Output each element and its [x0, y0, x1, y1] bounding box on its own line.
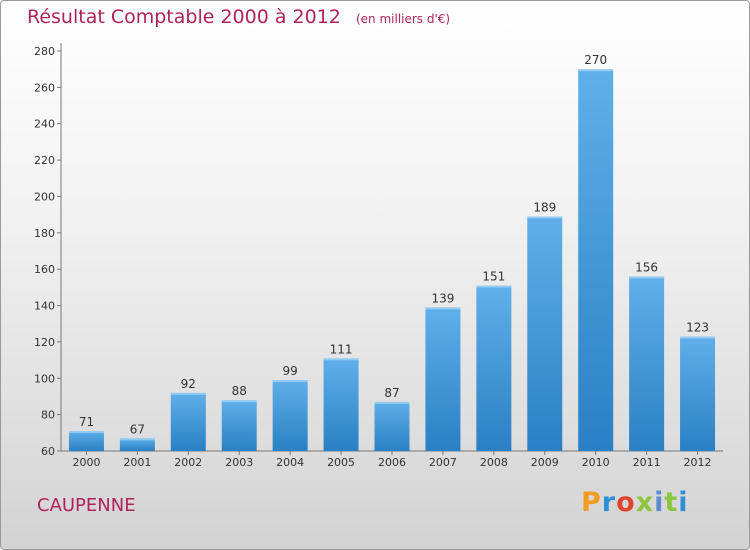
bar	[680, 336, 716, 451]
data-label: 92	[181, 377, 196, 391]
y-tick-label: 160	[34, 263, 55, 276]
x-tick-label: 2003	[225, 456, 253, 469]
y-tick-label: 200	[34, 190, 55, 203]
x-tick-label: 2011	[633, 456, 661, 469]
bar-highlight	[221, 400, 257, 403]
y-tick-label: 260	[34, 81, 55, 94]
x-tick-label: 2001	[123, 456, 151, 469]
brand-logo-letter: P	[581, 487, 602, 518]
brand-logo[interactable]: Proxiti	[581, 487, 689, 518]
brand-logo-letter: x	[635, 487, 655, 518]
data-label: 99	[283, 364, 298, 378]
bar-highlight	[527, 216, 563, 219]
data-label: 71	[79, 415, 94, 429]
chart-subtitle: (en milliers d'€)	[355, 12, 451, 26]
bar-highlight	[68, 431, 104, 433]
bar	[272, 380, 308, 451]
bar-highlight	[272, 380, 308, 383]
y-tick-label: 180	[34, 227, 55, 240]
x-tick-label: 2005	[327, 456, 355, 469]
commune-name: CAUPENNE	[37, 495, 136, 516]
bar	[527, 216, 563, 451]
data-label: 189	[533, 200, 556, 214]
bars: 71 67 92 88 99 111 87 139 151 189 270 156 123	[68, 53, 716, 451]
bar-highlight	[425, 307, 461, 310]
x-tick-label: 2000	[72, 456, 100, 469]
bar	[629, 276, 665, 451]
title-row: Résultat Comptable 2000 à 2012 (en milli…	[27, 6, 450, 28]
data-label: 151	[482, 270, 505, 284]
y-tick-label: 140	[34, 300, 55, 313]
bar	[578, 69, 614, 451]
chart-title: Résultat Comptable 2000 à 2012	[27, 6, 341, 28]
x-tick-label: 2004	[276, 456, 304, 469]
x-tick-label: 2002	[174, 456, 202, 469]
x-tick-label: 2006	[378, 456, 406, 469]
x-tick-label: 2007	[429, 456, 457, 469]
bar	[68, 431, 104, 451]
data-label: 67	[130, 422, 145, 436]
bar	[425, 307, 461, 451]
x-tick-label: 2012	[684, 456, 712, 469]
x-tick-label: 2008	[480, 456, 508, 469]
bar-highlight	[374, 401, 410, 404]
bar	[476, 285, 512, 451]
bar-highlight	[629, 276, 665, 279]
y-tick-label: 120	[34, 336, 55, 349]
brand-logo-letter: i	[654, 487, 665, 518]
data-label: 156	[635, 260, 658, 274]
bar	[119, 438, 155, 451]
x-tick-label: 2009	[531, 456, 559, 469]
brand-logo-letter: t	[664, 487, 679, 518]
bar	[323, 358, 359, 451]
bar-highlight	[119, 438, 155, 441]
data-label: 111	[330, 342, 353, 356]
bar-highlight	[578, 69, 614, 72]
data-label: 87	[384, 386, 399, 400]
bar	[170, 392, 206, 451]
bar-highlight	[323, 358, 359, 361]
bar-highlight	[476, 285, 512, 288]
y-tick-label: 80	[41, 409, 55, 422]
y-tick-label: 240	[34, 118, 55, 131]
y-tick-label: 280	[34, 45, 55, 58]
brand-logo-letter: i	[678, 487, 689, 518]
data-label: 139	[431, 291, 454, 305]
bar	[374, 401, 410, 451]
bar-highlight	[170, 392, 206, 395]
data-label: 123	[686, 320, 709, 334]
data-label: 270	[584, 53, 607, 67]
x-tick-label: 2010	[582, 456, 610, 469]
y-tick-label: 60	[41, 445, 55, 458]
brand-logo-letter: r	[601, 487, 617, 518]
brand-logo-letter: o	[616, 487, 636, 518]
data-label: 88	[232, 384, 247, 398]
bar	[221, 400, 257, 451]
bar-highlight	[680, 336, 716, 339]
y-tick-label: 100	[34, 372, 55, 385]
y-tick-label: 220	[34, 154, 55, 167]
